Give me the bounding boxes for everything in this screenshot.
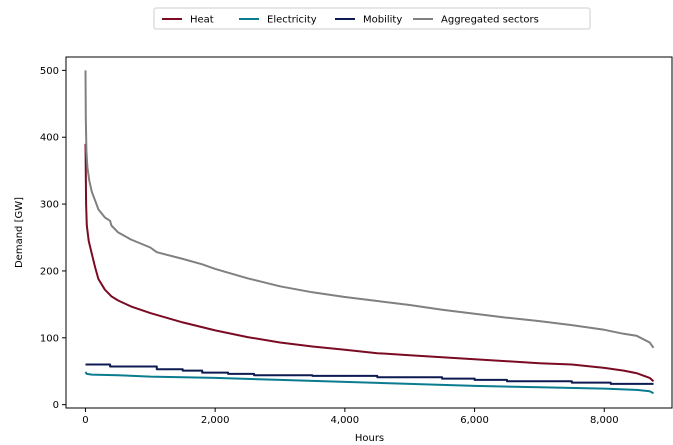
y-tick-label: 0 <box>53 400 59 411</box>
legend-label-aggregated-sectors: Aggregated sectors <box>441 15 539 26</box>
legend-label-electricity: Electricity <box>267 15 317 26</box>
x-axis-label: Hours <box>355 433 384 444</box>
series-line-aggregated-sectors <box>84 70 655 349</box>
x-tick-label: 2,000 <box>201 415 230 426</box>
y-axis-label: Demand [GW] <box>14 197 25 268</box>
x-tick-label: 6,000 <box>460 415 489 426</box>
legend-box <box>153 7 591 30</box>
x-axis: 0 2,000 4,000 6,000 8,000 <box>82 408 619 426</box>
legend-label-mobility: Mobility <box>363 15 402 26</box>
x-tick-label: 4,000 <box>331 415 360 426</box>
series-line-heat <box>84 143 655 383</box>
y-tick-label: 400 <box>40 133 59 144</box>
y-axis: 0 100 200 300 400 500 <box>40 66 66 411</box>
legend: Heat Electricity Mobility Aggregated sector… <box>153 7 591 30</box>
y-tick-label: 500 <box>40 66 59 77</box>
plot-frame <box>65 56 673 409</box>
series-line-mobility <box>85 363 654 385</box>
series-layer <box>84 70 655 395</box>
y-tick-label: 300 <box>40 200 59 211</box>
y-tick-label: 200 <box>40 266 59 277</box>
x-tick-label: 0 <box>82 415 88 426</box>
legend-label-heat: Heat <box>190 15 214 26</box>
series-line-electricity <box>84 371 654 395</box>
x-tick-label: 8,000 <box>590 415 619 426</box>
y-tick-label: 100 <box>40 333 59 344</box>
